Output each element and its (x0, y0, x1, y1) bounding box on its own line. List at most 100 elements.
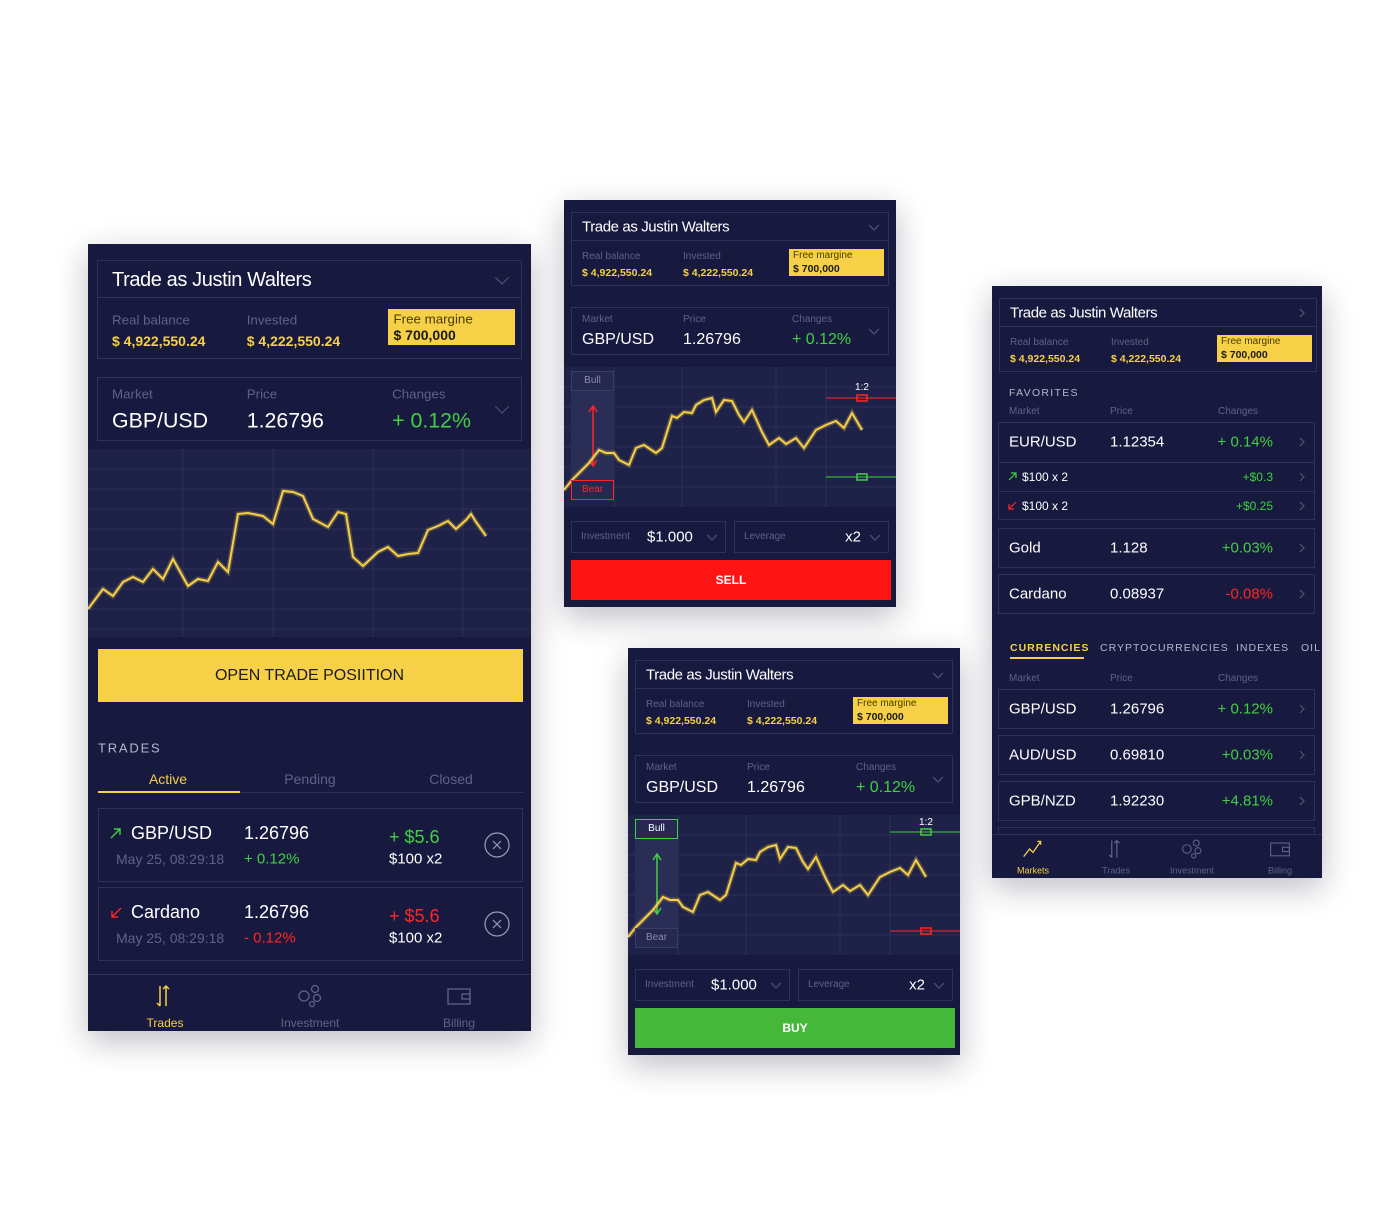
icon (156, 984, 170, 1007)
chevron-svg (869, 534, 881, 541)
close-circle (484, 832, 510, 858)
bear-box (635, 928, 678, 948)
invested-value: $ 4,222,550.24 (246, 333, 341, 350)
price-value: 1.26796 (246, 408, 324, 433)
chevron-svg (494, 405, 509, 414)
row-change: +0.03% (1221, 539, 1273, 557)
investment-value: $1.000 (647, 528, 693, 546)
arrow (110, 828, 121, 839)
chevron-svg (1299, 437, 1305, 447)
market-row (998, 574, 1315, 614)
bear-box (571, 480, 614, 500)
nav-label: Trades (146, 1016, 184, 1030)
chevron (1296, 703, 1308, 715)
target-marker (856, 394, 868, 402)
bear-label: Bear (645, 932, 668, 943)
header-box (635, 660, 953, 734)
market-tab: CURRENCIES (1010, 641, 1090, 654)
row-market: EUR/USD (1009, 433, 1077, 451)
chevron-svg (868, 224, 880, 231)
nav-icon-svg (298, 984, 322, 1008)
balance-label: Real balance (1010, 337, 1069, 348)
chevron-svg (1299, 543, 1305, 553)
chevron-path (1299, 308, 1305, 318)
nav-icon-wrap (1035, 370, 1316, 873)
trade-price: 1.26796 (244, 823, 310, 843)
price-label: Price (683, 314, 706, 325)
trade-market: Cardano (131, 902, 201, 922)
nav-icon (1105, 838, 1127, 860)
bull-box (571, 371, 614, 391)
arrow (111, 907, 122, 918)
sell-button[interactable] (571, 560, 891, 600)
nav-icon-svg (1270, 842, 1290, 857)
trade-amount: $100 x2 (389, 850, 443, 868)
market-value: GBP/USD (646, 779, 719, 796)
close-trade-icon (484, 911, 510, 937)
close-x (492, 840, 502, 850)
position-amount: $100 x 2 (1022, 469, 1069, 484)
market-value: GBP/USD (582, 331, 655, 348)
account-title: Trade as Justin Walters (646, 666, 794, 684)
changes-value: + 0.12% (792, 331, 852, 348)
chevron-svg (1299, 796, 1305, 806)
investment-label: Investment (581, 531, 630, 542)
buy-button[interactable] (635, 1008, 955, 1048)
nav-icon-wrap (998, 370, 1279, 873)
icon (461, 993, 471, 1000)
free-margin-value: $ 700,000 (1221, 348, 1268, 361)
bottom-nav (992, 834, 1322, 878)
nav-icon (1269, 838, 1291, 860)
market-tab: INDEXES (1236, 641, 1290, 654)
column-label: Changes (1218, 406, 1259, 417)
market-label: Market (646, 762, 677, 773)
free-margin-box (388, 309, 515, 346)
icon (447, 988, 471, 1005)
free-margin-box (789, 249, 884, 276)
leverage-dropdown (734, 521, 889, 553)
account-title: Trade as Justin Walters (1010, 304, 1158, 322)
price-line (564, 396, 863, 491)
changes-value: + 0.12% (856, 779, 916, 796)
markets-screen: Trade as Justin Walters Real balance $ 4,9… (992, 286, 1322, 878)
target-marker (856, 473, 868, 481)
icon (1281, 846, 1290, 853)
trade-direction-icon-svg (111, 907, 122, 918)
balance-label: Real balance (646, 699, 705, 710)
chevron (494, 401, 510, 417)
price-chart-svg (628, 815, 960, 955)
icon (310, 984, 320, 994)
market-row (998, 422, 1315, 520)
close-trade-icon (484, 832, 510, 858)
header-divider (97, 297, 522, 299)
icon (1108, 839, 1120, 858)
chevron-svg (1299, 750, 1305, 760)
chevron-path (770, 982, 782, 989)
trade-profit: + $5.6 (389, 906, 440, 926)
leverage-label: Leverage (808, 979, 850, 990)
favorites-title: FAVORITES (1009, 386, 1079, 399)
nav-label: Markets (1016, 865, 1050, 876)
invested-value: $ 4,222,550.24 (1111, 352, 1182, 365)
balance-value: $ 4,922,550.24 (1010, 352, 1081, 365)
nav-icon-svg (1108, 839, 1120, 858)
nav-label: Billing (1267, 865, 1293, 876)
chevron-path (1299, 501, 1305, 510)
chevron-svg (1299, 472, 1305, 481)
nav-icon-wrap (1011, 370, 1292, 873)
nav-icon (1181, 838, 1203, 860)
chevron-svg (770, 982, 782, 989)
chevron-svg (494, 276, 509, 285)
balance-value: $ 4,922,550.24 (646, 714, 717, 727)
chevron-path (1299, 543, 1305, 553)
row-market: GPB/NZD (1009, 792, 1076, 810)
icon (1194, 847, 1202, 855)
balance-value: $ 4,922,550.24 (582, 266, 653, 279)
leverage-value: x2 (845, 528, 861, 546)
invested-value: $ 4,222,550.24 (683, 266, 754, 279)
nav-icon-wrap (1022, 370, 1303, 873)
market-box (97, 377, 522, 442)
chevron-svg (932, 776, 944, 783)
balance-label: Real balance (112, 312, 190, 328)
trade-market: GBP/USD (131, 823, 213, 843)
